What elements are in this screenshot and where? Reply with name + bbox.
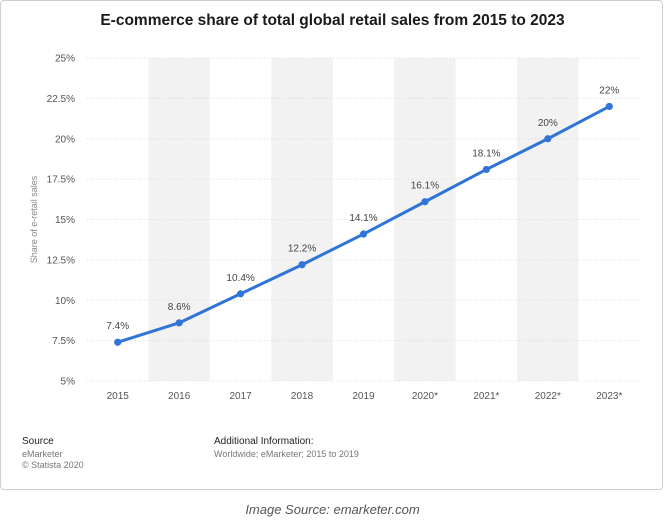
y-axis-label: Share of e-retail sales [29, 175, 39, 263]
source-line: eMarketer [22, 449, 63, 459]
additional-info-heading: Additional Information: [214, 436, 314, 447]
data-label: 14.1% [349, 213, 377, 224]
data-label: 16.1% [411, 181, 439, 192]
y-tick-label: 20% [55, 134, 75, 145]
x-tick-label: 2020* [412, 391, 438, 402]
image-caption: Image Source: emarketer.com [245, 502, 420, 517]
x-tick-label: 2022* [535, 391, 561, 402]
source-line: © Statista 2020 [22, 460, 84, 470]
data-label: 7.4% [106, 321, 129, 332]
line-chart: 5% 7.5% 10% 12.5% 15% 17.5% 20% 22.5% 25% 2015 201… [29, 54, 640, 402]
x-tick-label: 2023* [596, 391, 622, 402]
data-point [605, 102, 613, 111]
additional-info-text: Worldwide; eMarketer; 2015 to 2019 [214, 449, 359, 459]
column-band [517, 58, 579, 381]
column-band [394, 58, 456, 381]
data-label: 18.1% [472, 148, 500, 159]
data-label: 8.6% [168, 302, 191, 313]
y-tick-label: 7.5% [52, 336, 75, 347]
data-label: 10.4% [226, 273, 254, 284]
data-point [359, 230, 368, 238]
y-tick-label: 17.5% [47, 175, 75, 186]
x-tick-label: 2021* [473, 391, 499, 402]
data-label: 12.2% [288, 244, 316, 255]
y-tick-label: 12.5% [47, 255, 75, 266]
x-tick-label: 2017 [229, 391, 252, 402]
data-label: 22% [599, 85, 619, 96]
data-point [114, 338, 122, 346]
data-point [421, 198, 429, 206]
y-tick-label: 22.5% [47, 94, 75, 105]
data-point [544, 135, 552, 143]
data-point [298, 261, 306, 269]
y-tick-label: 5% [61, 377, 76, 388]
y-tick-label: 25% [55, 54, 75, 65]
x-tick-label: 2015 [107, 391, 130, 402]
x-tick-label: 2016 [168, 391, 191, 402]
x-tick-label: 2018 [291, 391, 314, 402]
source-heading: Source [22, 436, 54, 447]
column-band [271, 58, 333, 381]
data-label: 20% [538, 118, 558, 129]
data-point [237, 290, 245, 298]
x-tick-label: 2019 [352, 391, 375, 402]
data-point [482, 165, 490, 174]
column-band [148, 58, 210, 381]
data-point [175, 319, 183, 327]
y-tick-label: 15% [55, 215, 75, 226]
y-tick-label: 10% [55, 296, 75, 307]
chart-title: E-commerce share of total global retail … [100, 12, 565, 29]
